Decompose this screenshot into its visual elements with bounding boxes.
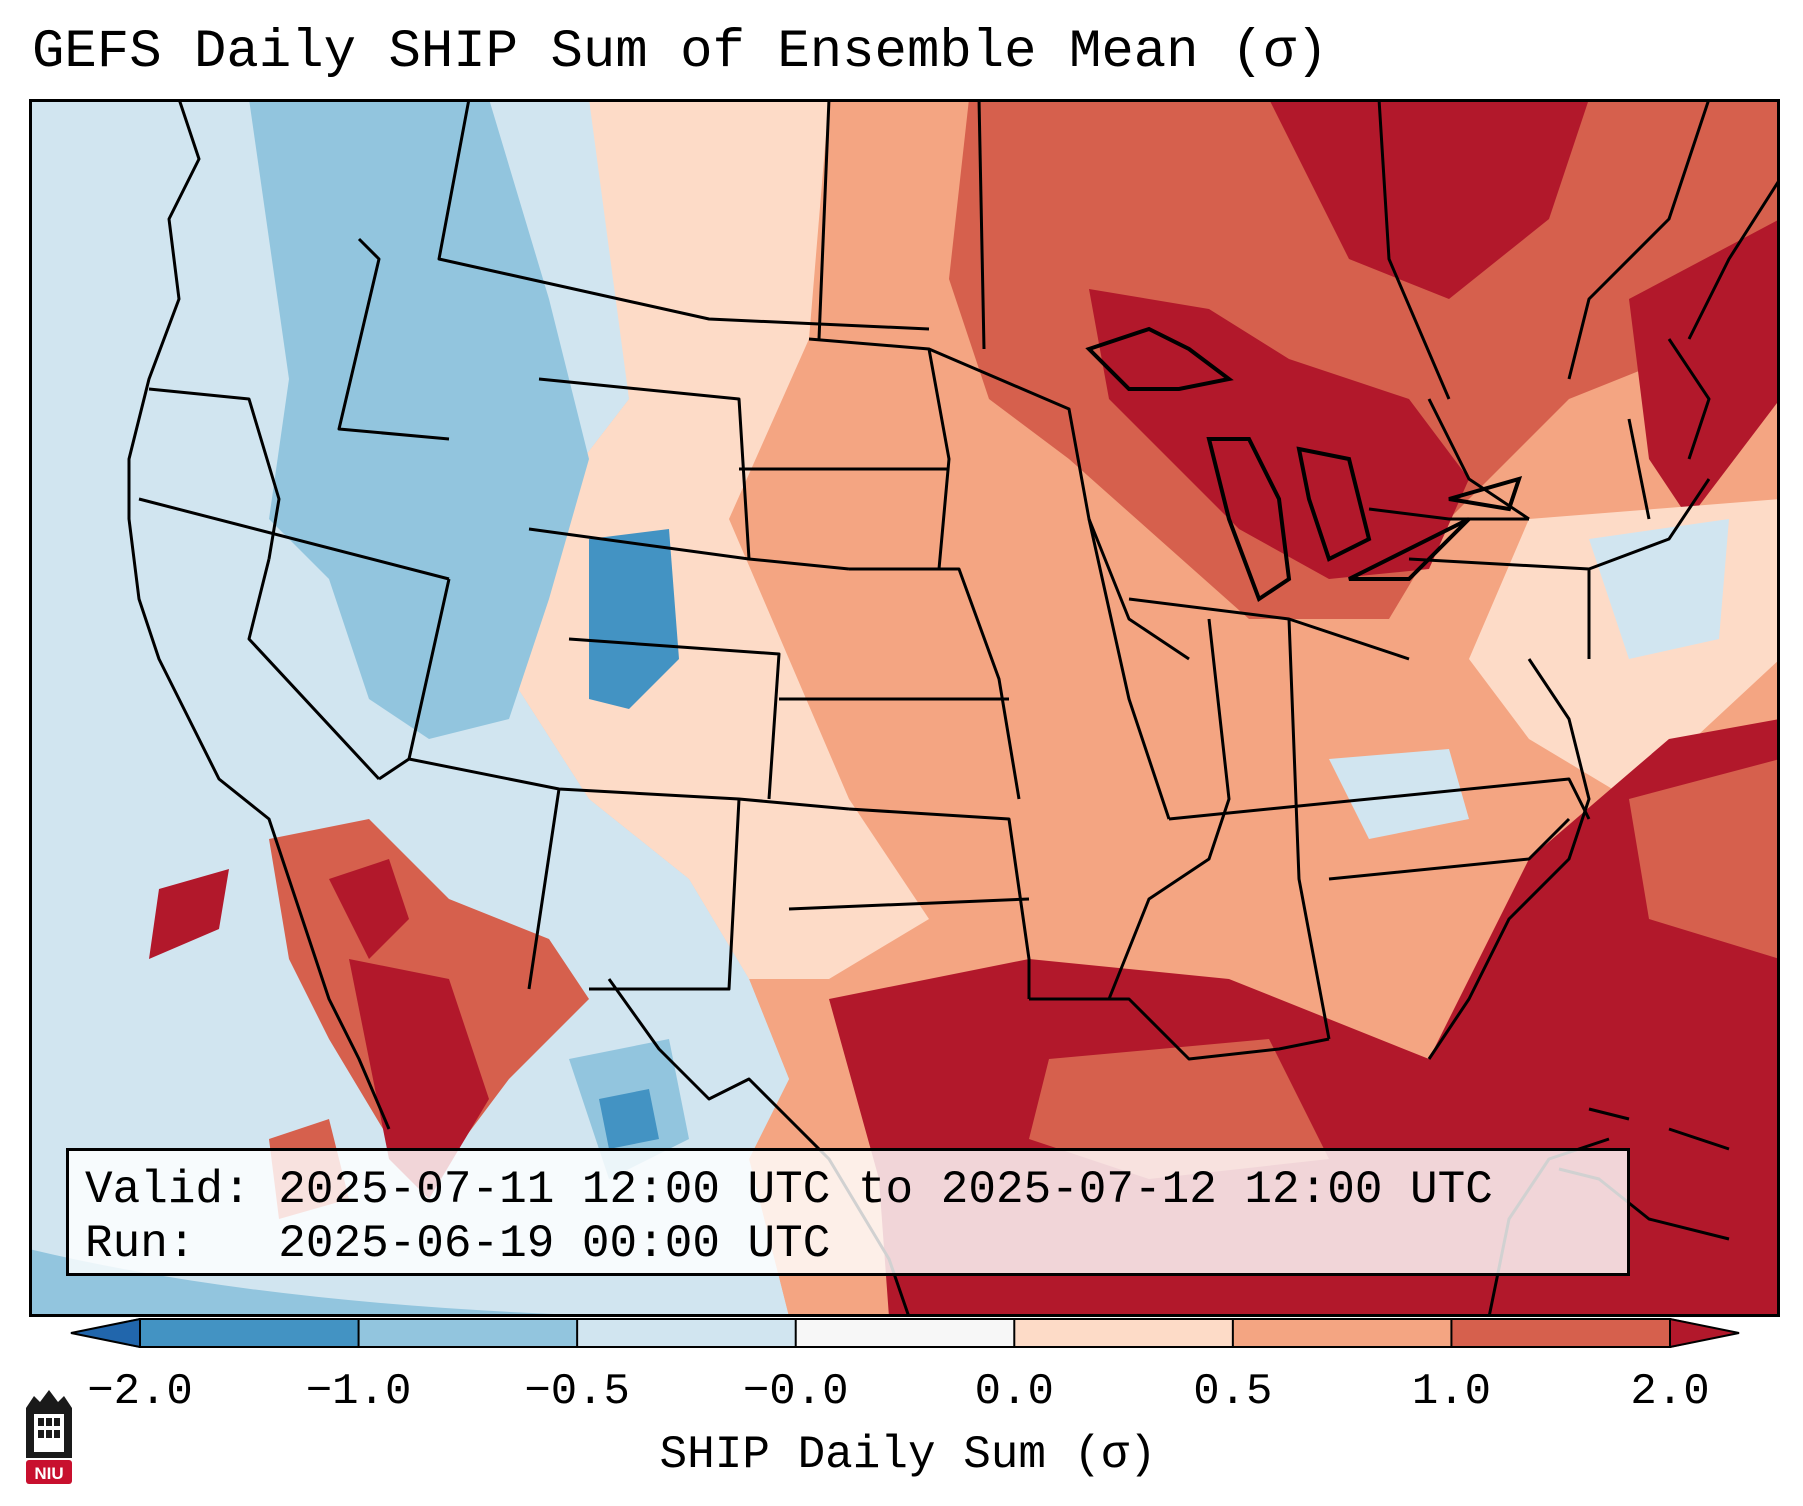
canada-strong-anomaly xyxy=(1269,99,1589,299)
colorbar-tick-label: −1.0 xyxy=(305,1367,412,1417)
run-label: Run: xyxy=(85,1218,196,1270)
colorbar-segment xyxy=(1232,1318,1452,1348)
slight-warm-region xyxy=(499,99,929,979)
colorbar-tick-label: −0.5 xyxy=(524,1367,630,1417)
map-panel[interactable] xyxy=(29,99,1780,1317)
intermountain-cool-region xyxy=(249,99,589,739)
colorbar-label: SHIP Daily Sum (σ) xyxy=(659,1429,1157,1481)
colorbar-tick-label: −2.0 xyxy=(87,1367,193,1417)
mexico-strong-cool-patch xyxy=(599,1089,659,1149)
colorbar-extend-min xyxy=(70,1318,140,1348)
colorado-strong-cool xyxy=(589,529,679,709)
colorbar-segment xyxy=(577,1318,797,1348)
baja-strong-anomaly xyxy=(349,959,489,1199)
pacific-warm-patch xyxy=(149,869,229,959)
great-lakes-outline xyxy=(1085,326,1523,603)
colorbar-segment xyxy=(1014,1318,1234,1348)
great-lakes-strong-anomaly xyxy=(1089,289,1469,579)
colorbar-tick-label: −0.0 xyxy=(742,1367,849,1417)
colorbar-tick-label: 2.0 xyxy=(1630,1367,1710,1417)
map-border xyxy=(29,99,1780,1317)
colorbar-extend-max xyxy=(1670,1318,1740,1348)
logo-text: NIU xyxy=(34,1464,63,1483)
colorbar-segment xyxy=(795,1318,1015,1348)
conus-anomaly-map[interactable] xyxy=(29,99,1780,1317)
offshore-cool-patch xyxy=(1589,519,1729,659)
run-value: 2025-06-19 00:00 UTC xyxy=(278,1218,831,1270)
carolinas-cool-patch xyxy=(1329,749,1469,839)
colorbar-segment xyxy=(1451,1318,1671,1348)
gulf-moderate-patch xyxy=(1029,1039,1329,1179)
new-england-strong-anomaly xyxy=(1629,219,1780,519)
colorbar-tick-label: 0.5 xyxy=(1193,1367,1273,1417)
colorbar-tick-label: 0.0 xyxy=(974,1367,1054,1417)
colorbar-segment xyxy=(358,1318,578,1348)
valid-value: 2025-07-11 12:00 UTC to 2025-07-12 12:00… xyxy=(278,1164,1493,1216)
map-title: GEFS Daily SHIP Sum of Ensemble Mean (σ) xyxy=(32,22,1329,83)
colorbar-segment xyxy=(140,1318,360,1348)
valid-label: Valid: xyxy=(85,1164,251,1216)
niu-logo-icon: NIU xyxy=(26,1390,72,1484)
atlantic-moderate-patch xyxy=(1629,759,1780,959)
validity-info-box: Valid: 2025-07-11 12:00 UTC to 2025-07-1… xyxy=(66,1148,1630,1276)
arizona-strong-anomaly xyxy=(329,859,409,959)
colorbar-tick-label: 1.0 xyxy=(1411,1367,1492,1417)
colorbar xyxy=(70,1318,1740,1348)
domain-edge-fill xyxy=(29,1249,649,1317)
moderate-warm-region xyxy=(949,99,1780,619)
